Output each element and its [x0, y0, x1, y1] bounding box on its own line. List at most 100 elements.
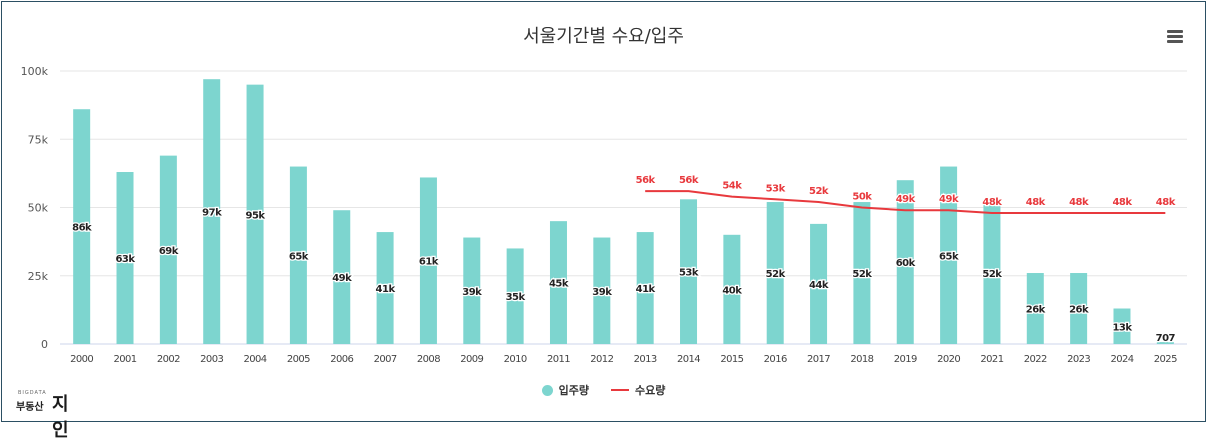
- x-tick-label: 2013: [634, 354, 657, 365]
- bar-data-label: 40k: [722, 285, 742, 296]
- bar-data-label: 65k: [289, 251, 309, 262]
- x-tick-label: 2009: [460, 354, 483, 365]
- bar: [116, 172, 134, 344]
- line-data-label: 49k: [939, 194, 959, 205]
- bar-data-label: 53k: [679, 268, 699, 279]
- x-tick-label: 2022: [1024, 354, 1047, 365]
- bar: [419, 177, 437, 344]
- y-tick-label: 25k: [28, 270, 49, 283]
- series-line: [645, 190, 1166, 214]
- bar: [1026, 273, 1044, 344]
- bar: [1156, 342, 1174, 344]
- x-tick-label: 2024: [1110, 354, 1133, 365]
- bar-data-label: 69k: [159, 246, 179, 257]
- x-tick-label: 2016: [764, 354, 787, 365]
- bar-data-label: 41k: [376, 284, 396, 295]
- x-tick-label: 2007: [374, 354, 397, 365]
- bar-data-label: 86k: [72, 223, 92, 234]
- bar: [333, 210, 351, 344]
- bar-data-label: 65k: [939, 251, 959, 262]
- bar: [1113, 308, 1131, 344]
- bar: [506, 248, 524, 344]
- x-tick-label: 2012: [590, 354, 613, 365]
- x-tick-label: 2011: [547, 354, 570, 365]
- x-tick-label: 2015: [720, 354, 743, 365]
- logo-main-text: 부동산: [16, 402, 44, 413]
- bar: [636, 232, 654, 344]
- bar: [73, 109, 91, 344]
- line-data-label: 48k: [1156, 197, 1176, 208]
- bar: [810, 223, 828, 344]
- x-tick-label: 2003: [200, 354, 223, 365]
- line-data-label: 49k: [896, 194, 916, 205]
- bar-data-label: 39k: [592, 287, 612, 298]
- x-tick-label: 2025: [1154, 354, 1177, 365]
- logo-big-text: 지인: [52, 394, 69, 441]
- line-data-label: 50k: [852, 192, 872, 203]
- bar-data-label: 49k: [332, 273, 352, 284]
- bar-data-label: 60k: [896, 258, 916, 269]
- bar-data-label: 52k: [852, 269, 872, 280]
- x-tick-label: 2001: [113, 354, 136, 365]
- legend-item-bar[interactable]: 입주량: [541, 382, 589, 398]
- legend-label-line: 수요량: [635, 384, 666, 397]
- y-tick-label: 50k: [28, 202, 49, 215]
- bar-data-label: 45k: [549, 279, 569, 290]
- y-tick-label: 100k: [21, 65, 49, 78]
- bar: [549, 221, 567, 344]
- hamburger-menu-icon[interactable]: [1167, 30, 1183, 44]
- line-data-label: 48k: [1026, 197, 1046, 208]
- bar: [766, 202, 784, 344]
- bar: [289, 166, 307, 344]
- chart-title: 서울기간별 수요/입주: [523, 26, 684, 47]
- bar: [159, 155, 177, 344]
- x-tick-label: 2010: [504, 354, 527, 365]
- bar: [983, 202, 1001, 344]
- bar-data-label: 35k: [506, 292, 526, 303]
- legend-item-line[interactable]: 수요량: [611, 382, 665, 398]
- line-data-label: 48k: [982, 197, 1002, 208]
- bar-data-label: 95k: [246, 210, 266, 221]
- legend-swatch-bar: [541, 384, 553, 396]
- bar-data-label: 13k: [1112, 322, 1132, 333]
- bar: [376, 232, 394, 344]
- x-tick-label: 2000: [70, 354, 93, 365]
- logo-small-text: BIGDATA: [18, 390, 47, 396]
- bar: [593, 237, 611, 344]
- bar-data-label: 41k: [636, 284, 656, 295]
- x-tick-label: 2008: [417, 354, 440, 365]
- x-tick-label: 2019: [894, 354, 917, 365]
- bar-data-label: 707: [1156, 333, 1176, 344]
- line-data-label: 56k: [636, 175, 656, 186]
- bar-data-label: 97k: [202, 208, 222, 219]
- x-tick-label: 2023: [1067, 354, 1090, 365]
- bar-data-label: 61k: [419, 257, 439, 268]
- x-tick-label: 2006: [330, 354, 353, 365]
- bar-data-label: 39k: [462, 287, 482, 298]
- bar: [680, 199, 698, 344]
- x-tick-label: 2018: [850, 354, 873, 365]
- bar: [853, 202, 871, 344]
- x-tick-label: 2021: [980, 354, 1003, 365]
- bar-data-label: 26k: [1026, 305, 1046, 316]
- line-data-label: 48k: [1112, 197, 1132, 208]
- bar: [1070, 273, 1088, 344]
- x-tick-label: 2020: [937, 354, 960, 365]
- bar: [723, 234, 741, 344]
- bar: [246, 84, 264, 345]
- line-data-label: 52k: [809, 186, 829, 197]
- line-data-label: 48k: [1069, 197, 1089, 208]
- x-tick-label: 2017: [807, 354, 830, 365]
- x-tick-label: 2014: [677, 354, 700, 365]
- line-data-label: 54k: [722, 181, 742, 192]
- bar-data-label: 44k: [809, 280, 829, 291]
- bar: [896, 180, 914, 344]
- line-data-label: 56k: [679, 175, 699, 186]
- bar-data-label: 52k: [982, 269, 1002, 280]
- bar-data-label: 63k: [115, 254, 135, 265]
- legend-swatch-line: [611, 389, 629, 391]
- x-tick-label: 2005: [287, 354, 310, 365]
- bar-data-label: 52k: [766, 269, 786, 280]
- bar-data-label: 26k: [1069, 305, 1089, 316]
